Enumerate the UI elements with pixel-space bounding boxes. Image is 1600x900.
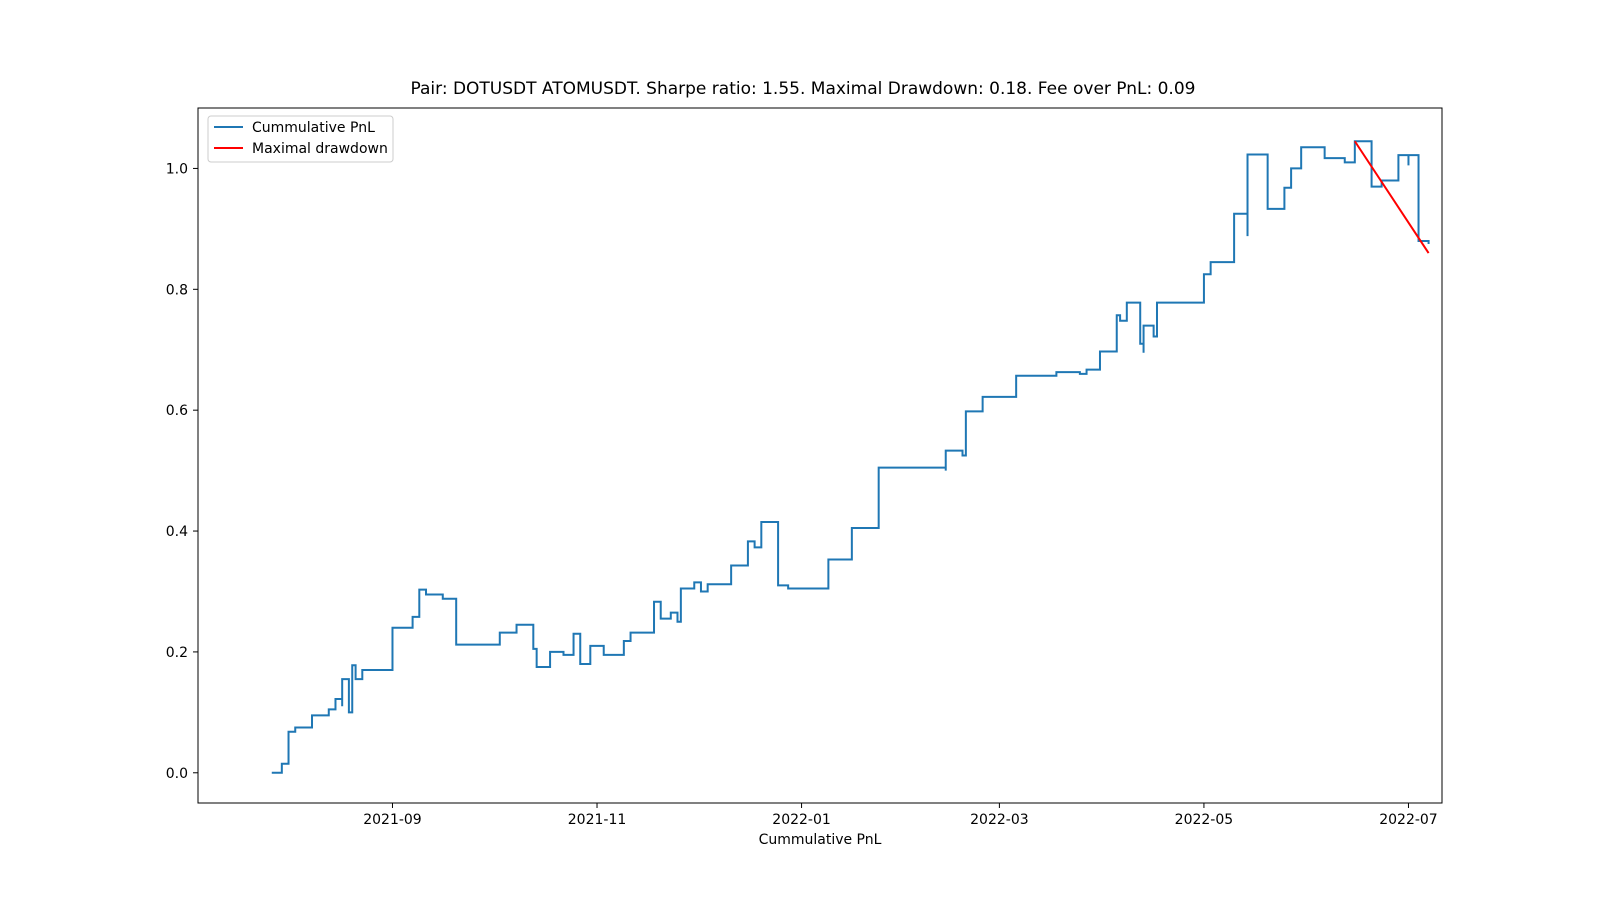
y-tick-label: 1.0 <box>166 161 188 177</box>
y-tick-label: 0.8 <box>166 282 188 298</box>
legend-label-maximal-drawdown: Maximal drawdown <box>252 141 388 157</box>
y-tick-label: 0.4 <box>166 524 188 540</box>
x-tick-label: 2022-01 <box>772 812 831 828</box>
chart-title: Pair: DOTUSDT ATOMUSDT. Sharpe ratio: 1.… <box>411 79 1196 99</box>
legend: Cummulative PnL Maximal drawdown <box>207 115 394 163</box>
x-tick-label: 2022-05 <box>1175 812 1234 828</box>
x-tick-label: 2022-07 <box>1379 812 1438 828</box>
series-line-cummulative-pnl <box>271 140 1430 774</box>
series-line-maximal-drawdown <box>1353 140 1430 254</box>
x-tick-label: 2021-11 <box>568 812 627 828</box>
y-axis: 0.0 0.2 0.4 0.6 0.8 1.0 <box>166 161 198 782</box>
legend-label-cummulative-pnl: Cummulative PnL <box>252 120 375 136</box>
x-tick-label: 2022-03 <box>970 812 1029 828</box>
plot-area <box>197 107 1443 804</box>
x-axis: 2021-09 2021-11 2022-01 2022-03 2022-05 2022-… <box>363 803 1438 828</box>
y-tick-label: 0.6 <box>166 403 188 419</box>
legend-box <box>207 115 394 163</box>
y-tick-label: 0.2 <box>166 645 188 661</box>
x-tick-label: 2021-09 <box>363 812 422 828</box>
series-layer <box>271 140 1430 774</box>
x-axis-label: Cummulative PnL <box>759 832 882 848</box>
y-tick-label: 0.0 <box>166 766 188 782</box>
